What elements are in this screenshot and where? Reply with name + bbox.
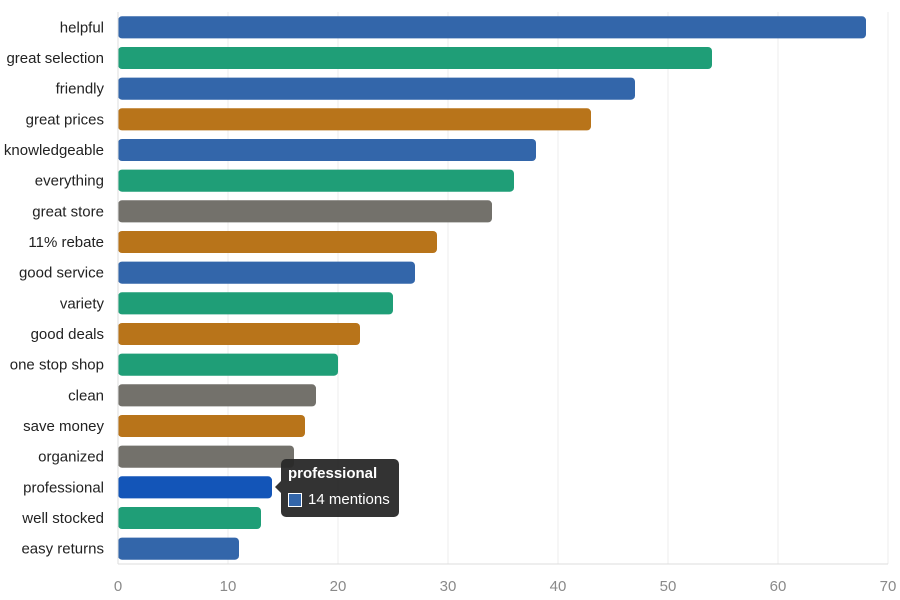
x-tick-label: 20 [330,578,347,595]
category-label: variety [60,295,105,312]
category-label: professional [23,479,104,496]
bar-easy-returns[interactable] [118,537,239,560]
category-label: knowledgeable [4,142,104,159]
bar-helpful[interactable] [118,16,866,39]
x-tick-label: 70 [880,578,897,595]
category-labels: helpful great selection friendly great pric… [4,19,105,557]
tooltip-value: 14 mentions [308,491,390,508]
bar-organized[interactable] [118,445,294,468]
gridlines [227,12,889,564]
x-tick-label: 0 [114,578,122,595]
category-label: good service [19,265,104,282]
bar-one-stop-shop[interactable] [118,353,338,376]
tooltip-title: professional [288,465,378,482]
bar-11-rebate[interactable] [118,230,437,254]
bar-great-selection[interactable] [118,46,712,70]
category-label: one stop shop [10,357,104,374]
x-tick-label: 60 [770,578,787,595]
category-label: friendly [56,81,105,98]
tooltip: professional 14 mentions [275,459,399,517]
bars [118,16,866,560]
category-label: great selection [6,50,104,67]
category-label: well stocked [21,510,104,527]
bar-great-store[interactable] [118,200,492,223]
bar-everything[interactable] [118,169,514,192]
x-tick-label: 30 [440,578,457,595]
x-tick-label: 40 [550,578,567,595]
tooltip-swatch [288,493,302,507]
bar-save-money[interactable] [118,414,305,438]
x-tick-label: 10 [220,578,237,595]
bar-variety[interactable] [118,292,393,315]
bar-clean[interactable] [118,384,316,407]
category-label: helpful [60,19,104,36]
category-label: clean [68,387,104,404]
x-axis-ticks: 0 10 20 30 40 50 60 70 [114,578,897,595]
category-label: organized [38,449,104,466]
tooltip-arrow [275,481,281,493]
bar-friendly[interactable] [118,77,635,100]
category-label: good deals [31,326,104,343]
category-label: easy returns [21,541,104,558]
bar-professional[interactable] [118,476,272,499]
bar-good-service[interactable] [118,261,415,284]
bar-great-prices[interactable] [118,108,591,131]
bar-good-deals[interactable] [118,322,360,346]
category-label: great store [32,203,104,220]
bar-well-stocked[interactable] [118,506,261,530]
bar-knowledgeable[interactable] [118,138,536,162]
category-label: save money [23,418,104,435]
x-tick-label: 50 [660,578,677,595]
category-label: 11% rebate [28,234,104,251]
tooltip-row: 14 mentions [288,491,392,509]
category-label: everything [35,173,104,190]
category-label: great prices [26,111,104,128]
